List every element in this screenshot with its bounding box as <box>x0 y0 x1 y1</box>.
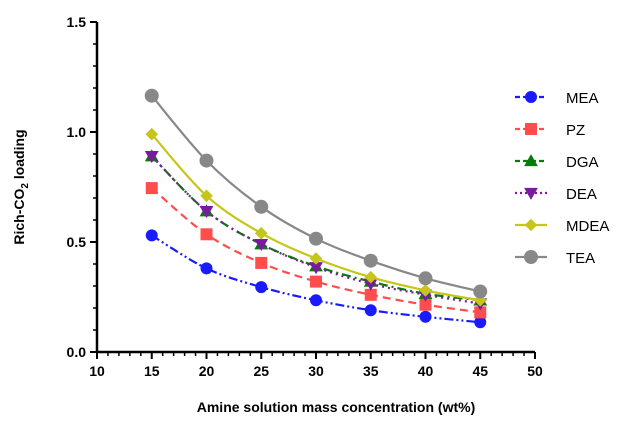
legend-marker <box>524 250 538 264</box>
data-point-pz <box>419 298 432 311</box>
legend-label: DGA <box>566 154 599 171</box>
legend-label: TEA <box>566 250 595 267</box>
data-point-tea <box>254 199 269 214</box>
legend-label: PZ <box>566 122 585 139</box>
x-axis-title: Amine solution mass concentration (wt%) <box>197 399 475 415</box>
legend-label: MDEA <box>566 218 609 235</box>
data-point-mdea <box>419 284 432 297</box>
series-mea <box>145 229 487 329</box>
data-point-mdea <box>364 270 378 284</box>
data-point-mdea <box>254 226 268 240</box>
y-axis-title: Rich-CO2 loading <box>11 129 31 244</box>
legend-marker <box>524 187 538 200</box>
x-tick-label: 50 <box>527 363 543 379</box>
data-point-pz <box>474 306 487 319</box>
data-point-dea <box>363 278 378 291</box>
data-point-tea <box>363 253 378 268</box>
data-point-mea <box>200 262 213 275</box>
series-tea <box>144 88 488 299</box>
x-tick-label: 20 <box>199 363 215 379</box>
y-tick-label: 0.5 <box>67 234 87 250</box>
data-point-dea <box>199 206 214 219</box>
series-pz <box>145 182 487 319</box>
data-point-mea <box>310 294 322 307</box>
x-tick-label: 40 <box>418 363 434 379</box>
legend-marker <box>525 91 537 103</box>
data-point-mea <box>419 310 432 323</box>
x-tick-label: 15 <box>144 363 160 379</box>
data-point-tea <box>144 88 159 103</box>
legend-item-dea: DEA <box>515 186 597 203</box>
y-tick-label: 0.0 <box>67 344 87 360</box>
legend-marker <box>524 154 538 167</box>
data-point-pz <box>200 228 213 241</box>
data-point-mdea <box>309 252 323 265</box>
data-point-mdea <box>145 127 159 141</box>
data-point-dea <box>254 239 269 252</box>
axes: 10 15 20 25 30 35 40 45 50 0.0 0.5 1.0 1.5 <box>67 14 543 379</box>
data-point-pz <box>310 275 322 288</box>
data-point-mea <box>255 281 268 294</box>
x-tick-label: 10 <box>89 363 105 379</box>
x-tick-label: 25 <box>253 363 269 379</box>
legend-item-dga: DGA <box>515 154 599 171</box>
x-tick-label: 45 <box>472 363 488 379</box>
y-tick-label: 1.0 <box>67 124 87 140</box>
plot-area <box>144 88 488 329</box>
legend-label: DEA <box>566 186 597 203</box>
data-point-tea <box>199 153 214 168</box>
data-point-mdea <box>200 189 213 203</box>
legend-item-tea: TEA <box>515 250 595 267</box>
legend-item-pz: PZ <box>515 122 585 139</box>
data-point-dea <box>309 262 323 275</box>
legend-marker <box>524 218 538 232</box>
x-tick-label: 30 <box>308 363 324 379</box>
data-point-pz <box>364 288 377 301</box>
y-axis-title-sub: 2 <box>20 183 31 189</box>
y-axis-title-suffix: loading <box>11 129 27 183</box>
y-tick-label: 1.5 <box>67 14 87 30</box>
legend: MEA PZ DGA DEA MDEA TEA <box>515 90 609 267</box>
data-point-dea <box>144 151 159 164</box>
data-point-mea <box>474 316 487 329</box>
y-axis-title-prefix: Rich-CO <box>11 189 27 245</box>
data-point-mea <box>364 304 377 317</box>
legend-item-mea: MEA <box>515 90 599 107</box>
legend-marker <box>525 123 537 135</box>
data-point-tea <box>309 231 323 246</box>
data-point-tea <box>473 284 488 299</box>
legend-item-mdea: MDEA <box>515 218 609 235</box>
data-point-pz <box>145 182 158 195</box>
legend-label: MEA <box>566 90 599 107</box>
data-point-mea <box>145 229 158 242</box>
data-point-tea <box>418 271 433 286</box>
data-point-pz <box>255 256 268 269</box>
series-mdea <box>145 127 487 307</box>
x-tick-label: 35 <box>363 363 379 379</box>
